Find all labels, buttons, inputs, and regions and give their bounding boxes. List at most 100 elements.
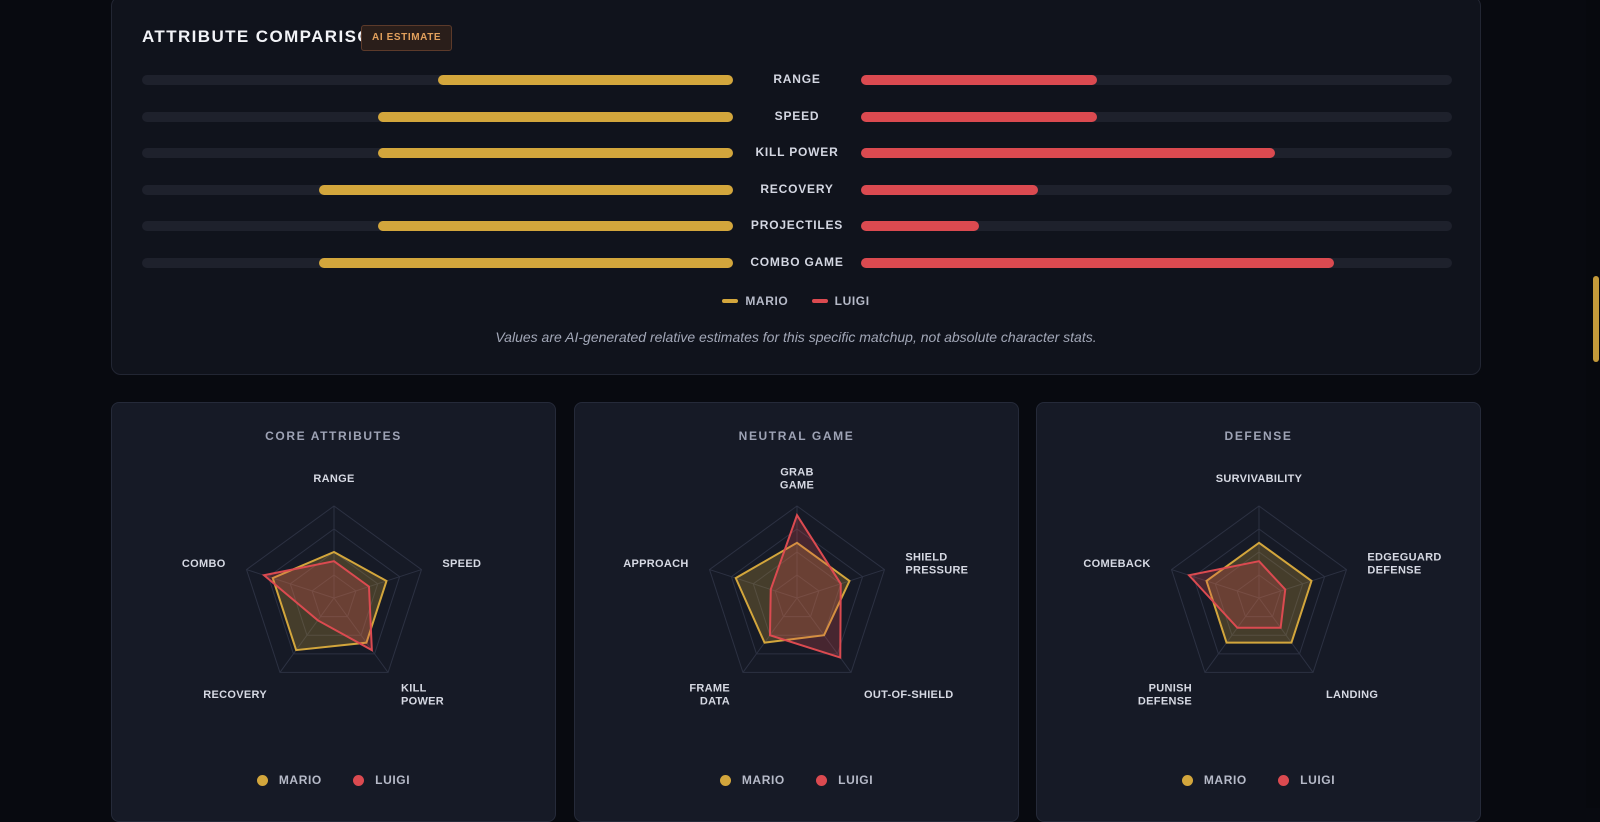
attribute-comparison-panel: ATTRIBUTE COMPARISON AI ESTIMATE RANGE SP…	[111, 0, 1481, 375]
radar-panel-neutral: NEUTRAL GAME GRAB GAME SHIELD PRESSURE OUT-O…	[574, 402, 1019, 822]
radar-grid-ring	[245, 505, 423, 673]
radar-axis-label: FRAME DATA	[689, 683, 730, 708]
bar-legend: MARIO LUIGI	[112, 292, 1480, 308]
bar-row-kill-power: KILL POWER	[142, 145, 1452, 160]
luigi-bar	[861, 148, 1275, 159]
radar-legend-luigi-label: LUIGI	[838, 773, 874, 787]
radar-spoke	[333, 597, 389, 673]
luigi-track	[861, 148, 1452, 159]
radar-spoke	[1204, 597, 1260, 673]
radar-axis-label-line: LANDING	[1326, 689, 1378, 701]
luigi-track	[861, 258, 1452, 268]
mario-dot	[1181, 774, 1193, 786]
radar-legend-mario: MARIO	[1181, 773, 1247, 787]
radar-panel-defense: DEFENSE SURVIVABILITY EDGEGUARD DEFENSE LAN…	[1036, 402, 1481, 822]
radar-axis-label-line: COMBO	[182, 558, 226, 570]
radar-series-luigi	[768, 512, 842, 659]
radar-axis-label-line: FRAME	[689, 683, 730, 695]
radar-axis-label-line: DEFENSE	[1138, 696, 1192, 708]
radar-axis-label: SURVIVABILITY	[1216, 473, 1303, 485]
mario-bar	[378, 221, 733, 232]
radar-legend-mario: MARIO	[256, 773, 322, 787]
radar-axis-label-line: APPROACH	[623, 558, 688, 570]
mario-bar	[378, 111, 733, 122]
radar-axis-label: LANDING	[1326, 689, 1378, 701]
bar-row-recovery: RECOVERY	[142, 181, 1452, 196]
radar-series-luigi	[261, 560, 373, 652]
legend-mario-label: MARIO	[745, 294, 789, 308]
radar-axis-label: EDGEGUARD DEFENSE	[1367, 551, 1441, 576]
radar-legend: MARIO LUIGI	[112, 773, 555, 789]
luigi-swatch	[811, 299, 828, 303]
radar-axis-label-line: RANGE	[313, 473, 354, 485]
radar-grid-ring	[708, 505, 886, 673]
luigi-bar	[861, 258, 1334, 268]
radar-axis-label-line: KILL	[401, 683, 427, 695]
radar-axis-label: SPEED	[442, 558, 481, 570]
mario-track	[142, 75, 733, 85]
ai-estimate-badge: AI ESTIMATE	[361, 25, 453, 51]
radar-series-mario	[1205, 541, 1313, 644]
radar-axis-label-line: GAME	[780, 480, 814, 492]
luigi-bar	[861, 184, 1039, 195]
radar-legend-luigi: LUIGI	[1278, 773, 1335, 787]
bar-label: RECOVERY	[760, 181, 834, 196]
mario-track	[142, 221, 733, 232]
radar-grid-ring	[1236, 574, 1282, 618]
radar-axis-label-line: PUNISH	[1149, 683, 1192, 695]
luigi-dot	[1278, 774, 1290, 786]
radar-spoke	[709, 569, 798, 599]
radar-grid-ring	[752, 551, 842, 636]
luigi-dot	[353, 774, 365, 786]
radar-axis-label: GRAB GAME	[780, 467, 814, 492]
radar-axis-label: SHIELD PRESSURE	[905, 551, 968, 576]
mario-track	[142, 111, 733, 122]
radar-legend-luigi: LUIGI	[353, 773, 410, 787]
attribute-comparison-title: ATTRIBUTE COMPARISON	[142, 27, 386, 46]
radar-axis-label-line: EDGEGUARD	[1367, 551, 1441, 563]
luigi-bar	[861, 111, 1098, 122]
scrollbar-thumb[interactable]	[1593, 276, 1599, 362]
bar-label: RANGE	[773, 72, 821, 86]
radar-legend-mario-label: MARIO	[1203, 773, 1247, 787]
radar-grid-ring	[1170, 505, 1348, 673]
radar-legend-mario-label: MARIO	[741, 773, 785, 787]
luigi-dot	[816, 774, 828, 786]
radar-legend-mario-label: MARIO	[278, 773, 322, 787]
radar-axis-label-line: DEFENSE	[1367, 564, 1421, 576]
radar-spoke	[1258, 597, 1314, 673]
bar-row-combo-game: COMBO GAME	[142, 255, 1452, 269]
radar-axis-label-line: GRAB	[780, 467, 814, 479]
radar-axis-label: COMEBACK	[1083, 558, 1150, 570]
legend-mario: MARIO	[722, 294, 788, 308]
radar-axis-label-line: POWER	[401, 696, 444, 708]
radar-legend-mario: MARIO	[719, 773, 785, 787]
radar-spoke	[333, 569, 422, 599]
radar-spoke	[1171, 569, 1260, 599]
radar-spoke	[279, 597, 335, 673]
bar-label: PROJECTILES	[750, 218, 844, 233]
radar-grid-ring	[1192, 528, 1326, 655]
radar-legend-luigi-label: LUIGI	[375, 773, 411, 787]
mario-dot	[256, 774, 268, 786]
mario-bar	[437, 75, 733, 85]
luigi-track	[861, 75, 1452, 85]
radar-title: CORE ATTRIBUTES	[265, 429, 402, 443]
radar-chart-neutral: GRAB GAME SHIELD PRESSURE OUT-OF-SHIELD FRAME…	[623, 467, 968, 708]
radar-grid-ring	[730, 528, 864, 655]
radar-grid-ring	[311, 574, 357, 618]
mario-track	[142, 148, 733, 159]
bar-label: SPEED	[774, 108, 820, 123]
radar-spoke	[1258, 569, 1347, 599]
radar-axis-label-line: SPEED	[442, 558, 481, 570]
luigi-track	[861, 221, 1452, 232]
radar-chart-core: RANGE SPEED KILL POWER RECOVERY COMBO	[182, 473, 481, 708]
luigi-track	[861, 111, 1452, 122]
luigi-bar	[861, 221, 980, 232]
mario-swatch	[722, 299, 739, 303]
legend-luigi: LUIGI	[811, 294, 870, 308]
luigi-bar	[861, 75, 1098, 85]
bar-label: KILL POWER	[755, 145, 839, 160]
page-scrollbar[interactable]	[1586, 0, 1600, 808]
radar-title: NEUTRAL GAME	[738, 429, 855, 443]
